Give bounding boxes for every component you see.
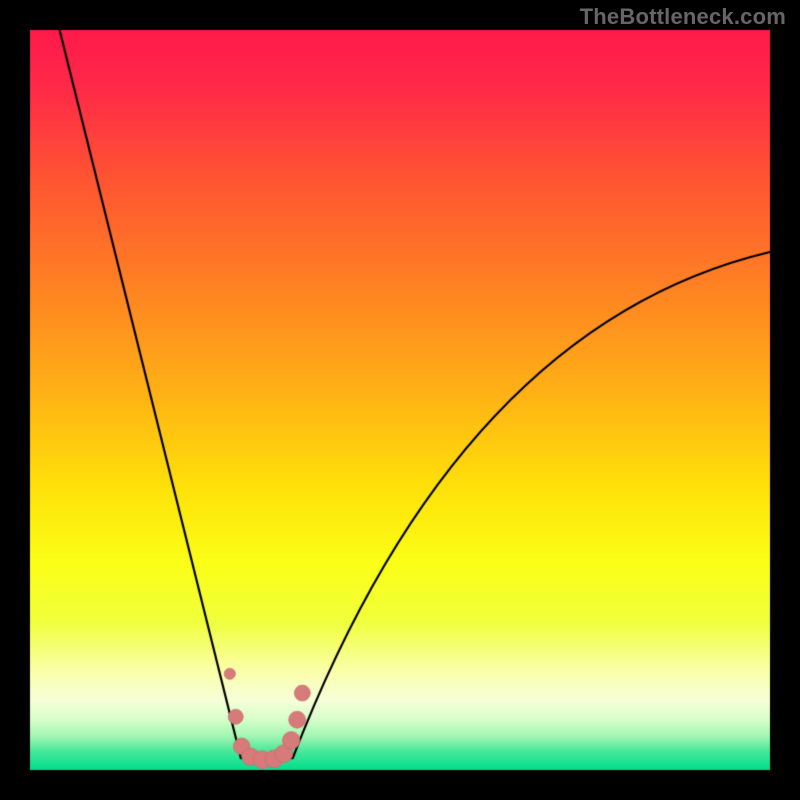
watermark-text: TheBottleneck.com (580, 4, 786, 30)
bottleneck-chart (0, 0, 800, 800)
